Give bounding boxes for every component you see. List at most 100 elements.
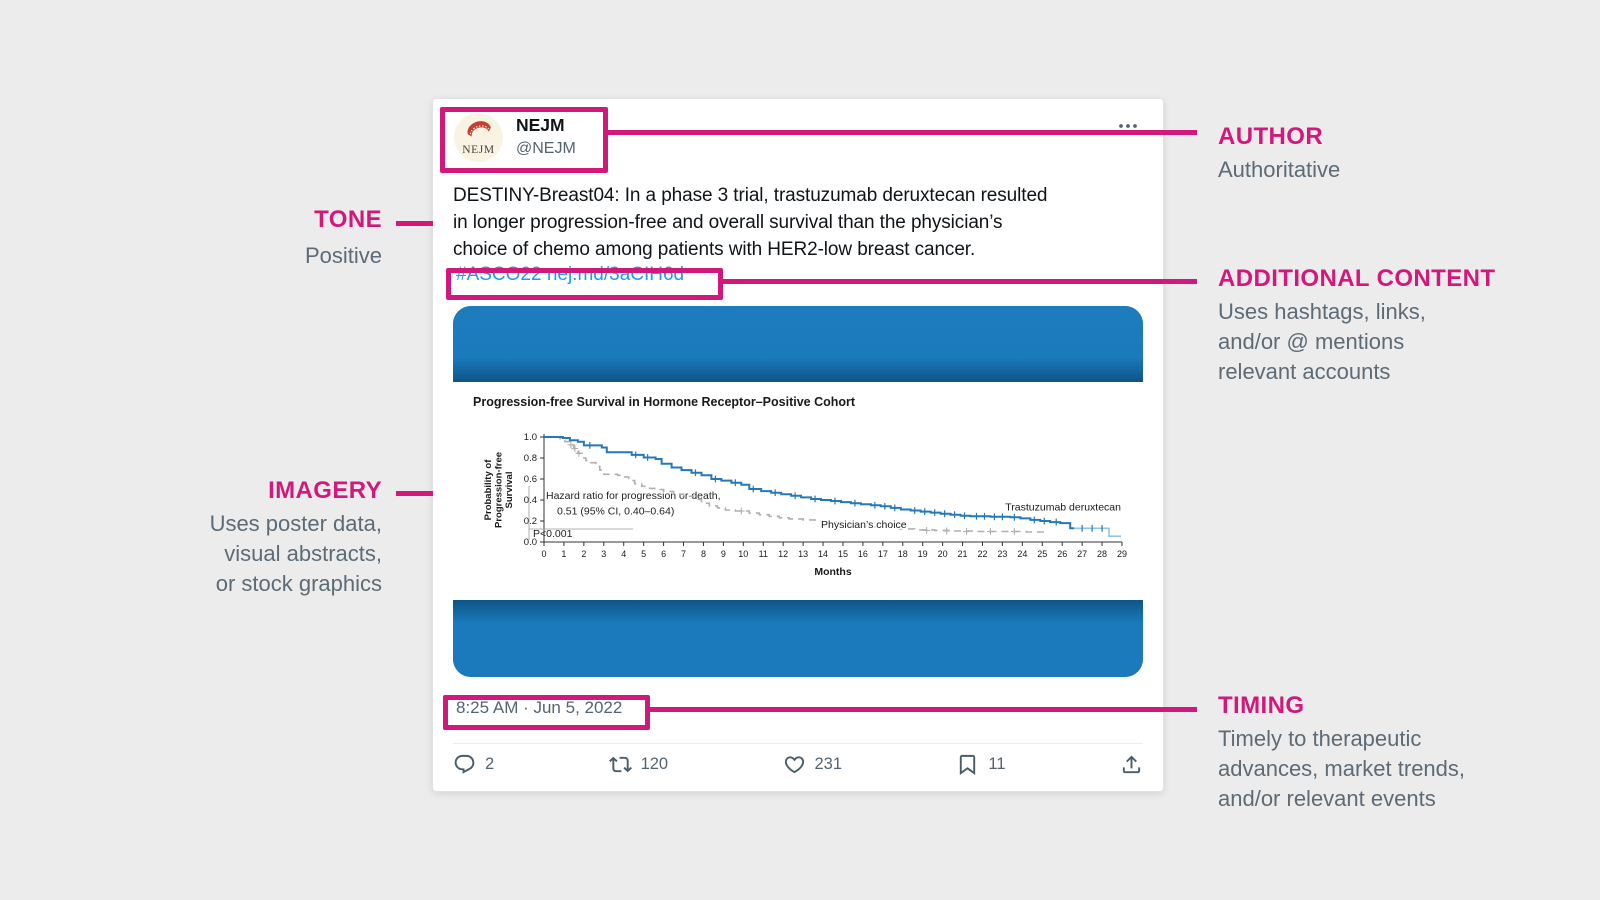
reply-icon — [454, 754, 475, 774]
svg-text:Trastuzumab deruxtecan: Trastuzumab deruxtecan — [1005, 502, 1121, 514]
svg-text:13: 13 — [798, 549, 808, 559]
bookmark-count: 11 — [988, 754, 1006, 773]
author-title: AUTHOR — [1218, 123, 1324, 150]
like-button[interactable]: 231 — [783, 753, 843, 776]
retweet-icon — [608, 756, 632, 772]
svg-text:15: 15 — [838, 549, 848, 559]
more-dots-icon — [1119, 124, 1137, 128]
svg-text:1: 1 — [561, 549, 566, 559]
tweet-media-image[interactable]: Progression-free Survival in Hormone Rec… — [453, 306, 1143, 677]
author-connector-line — [606, 130, 1197, 135]
svg-text:0.2: 0.2 — [524, 516, 537, 527]
share-icon — [1122, 754, 1141, 773]
share-button[interactable] — [1120, 753, 1143, 776]
bookmark-icon — [960, 754, 976, 775]
kaplan-meier-chart: Progression-free Survival in Hormone Rec… — [473, 395, 1127, 578]
reply-button[interactable]: 2 — [453, 753, 494, 776]
reply-count: 2 — [485, 754, 495, 773]
nejm-logo-icon: NEJM — [454, 113, 503, 162]
author-handle[interactable]: @NEJM — [516, 140, 576, 157]
svg-text:5: 5 — [641, 549, 646, 559]
svg-text:27: 27 — [1077, 549, 1087, 559]
tone-title: TONE — [314, 206, 382, 233]
retweet-button[interactable]: 120 — [608, 753, 669, 776]
svg-text:11: 11 — [759, 549, 768, 559]
imagery-connector-dash — [396, 491, 433, 496]
svg-text:20: 20 — [938, 549, 948, 559]
tweet-card: NEJM NEJM @NEJM DESTINY-Breast04: In a p… — [432, 98, 1164, 792]
svg-text:Hazard ratio for progression o: Hazard ratio for progression or death, — [546, 490, 721, 502]
svg-text:Probability of: Probability of — [483, 459, 494, 521]
imagery-title: IMAGERY — [268, 477, 382, 504]
svg-text:0.51 (95% CI, 0.40–0.64): 0.51 (95% CI, 0.40–0.64) — [557, 506, 674, 518]
svg-text:Progression-free: Progression-free — [494, 452, 505, 528]
svg-text:22: 22 — [977, 549, 987, 559]
tone-body: Positive — [304, 243, 382, 268]
tweet-text-line: in longer progression-free and overall s… — [453, 212, 1003, 233]
svg-text:17: 17 — [878, 549, 888, 559]
additional-content-annotation: ADDITIONAL CONTENT Uses hashtags, links,… — [1218, 265, 1578, 387]
svg-text:NEJM: NEJM — [462, 144, 494, 156]
timing-body: Timely to therapeutic advances, market t… — [1218, 726, 1466, 811]
svg-text:28: 28 — [1097, 549, 1107, 559]
svg-text:2: 2 — [581, 549, 586, 559]
svg-text:0.4: 0.4 — [524, 495, 537, 506]
timing-title: TIMING — [1218, 692, 1305, 719]
svg-text:19: 19 — [918, 549, 928, 559]
km-chart-panel: Progression-free Survival in Hormone Rec… — [453, 382, 1143, 600]
svg-text:6: 6 — [661, 549, 666, 559]
additional-content-body: Uses hashtags, links, and/or @ mentions … — [1218, 299, 1426, 384]
like-icon — [784, 755, 804, 773]
timing-connector-line — [648, 707, 1197, 712]
svg-text:P<0.001: P<0.001 — [533, 528, 573, 540]
svg-text:14: 14 — [818, 549, 828, 559]
svg-text:12: 12 — [778, 549, 788, 559]
avatar[interactable]: NEJM — [454, 113, 503, 162]
svg-text:Survival: Survival — [504, 472, 515, 509]
additional-content-highlight-box — [446, 268, 723, 300]
svg-text:4: 4 — [621, 549, 626, 559]
svg-text:23: 23 — [997, 549, 1007, 559]
svg-text:Months: Months — [814, 566, 851, 578]
divider — [453, 743, 1143, 744]
timestamp[interactable]: 8:25 AM · Jun 5, 2022 — [456, 698, 623, 717]
author-display-name[interactable]: NEJM — [516, 115, 565, 135]
svg-text:26: 26 — [1057, 549, 1067, 559]
timing-highlight-box — [443, 695, 650, 730]
tone-connector-dash — [396, 221, 433, 226]
svg-text:0.0: 0.0 — [524, 537, 537, 548]
svg-text:0: 0 — [541, 549, 546, 559]
svg-text:18: 18 — [898, 549, 908, 559]
tweet-text-line: choice of chemo among patients with HER2… — [453, 239, 976, 260]
svg-text:8: 8 — [701, 549, 706, 559]
svg-text:7: 7 — [681, 549, 686, 559]
retweet-count: 120 — [640, 754, 669, 773]
svg-text:25: 25 — [1037, 549, 1047, 559]
svg-text:Progression-free Survival in H: Progression-free Survival in Hormone Rec… — [473, 395, 856, 409]
author-annotation: AUTHOR Authoritative — [1218, 123, 1548, 185]
additional-content-connector-line — [721, 279, 1197, 284]
tweet-text-line: DESTINY-Breast04: In a phase 3 trial, tr… — [453, 185, 1048, 206]
svg-text:10: 10 — [738, 549, 748, 559]
media-blue-band-bottom — [453, 600, 1143, 677]
author-body: Authoritative — [1218, 157, 1341, 182]
author-highlight-box — [440, 107, 608, 173]
svg-text:9: 9 — [721, 549, 726, 559]
imagery-body: Uses poster data, visual abstracts, or s… — [209, 511, 382, 596]
svg-text:29: 29 — [1117, 549, 1127, 559]
tweet-action-bar: 2 120 231 11 — [453, 750, 1143, 778]
svg-text:0.8: 0.8 — [524, 453, 537, 464]
media-blue-band-top — [453, 306, 1143, 382]
tweet-text: DESTINY-Breast04: In a phase 3 trial, tr… — [453, 182, 1148, 263]
like-count: 231 — [814, 754, 843, 773]
svg-text:21: 21 — [958, 549, 968, 559]
additional-content-title: ADDITIONAL CONTENT — [1218, 265, 1496, 292]
svg-text:3: 3 — [601, 549, 606, 559]
tone-annotation: TONE Positive — [100, 206, 382, 271]
more-menu-button[interactable] — [1117, 115, 1139, 137]
imagery-annotation: IMAGERY Uses poster data, visual abstrac… — [100, 477, 382, 599]
svg-text:16: 16 — [858, 549, 868, 559]
timing-annotation: TIMING Timely to therapeutic advances, m… — [1218, 692, 1578, 814]
bookmark-button[interactable]: 11 — [956, 753, 1006, 776]
